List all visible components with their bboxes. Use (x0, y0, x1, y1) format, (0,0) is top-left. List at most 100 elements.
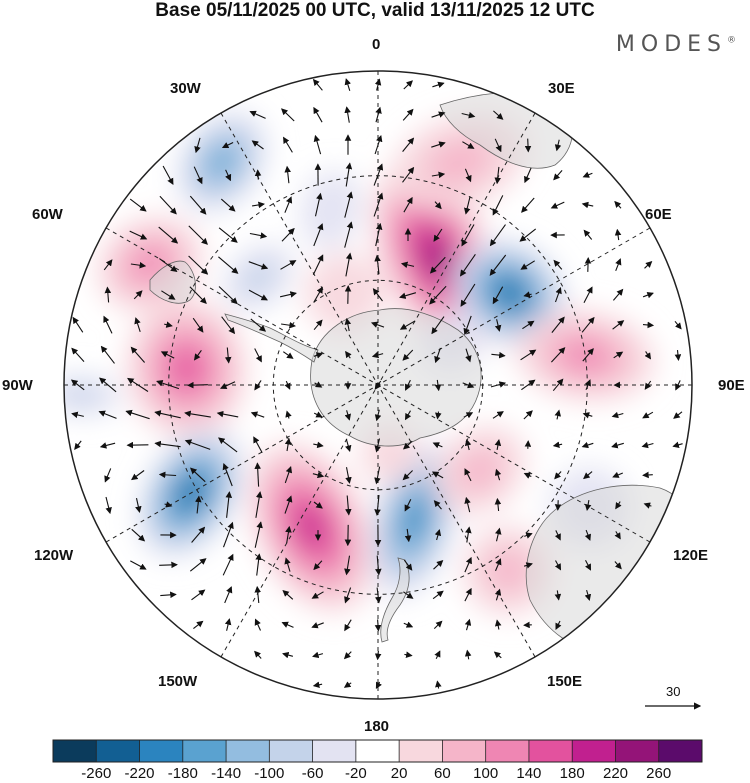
wind-vector (463, 196, 471, 215)
colorbar-tick-label: 20 (390, 765, 408, 782)
wind-vector (584, 589, 592, 601)
wind-vector (103, 259, 113, 271)
wind-vector (189, 467, 206, 483)
wind-vector (313, 134, 322, 155)
wind-vector (225, 491, 233, 518)
wind-vector (312, 681, 323, 688)
wind-vector (374, 650, 382, 661)
anomaly-center-13 (433, 425, 526, 515)
wind-vector (642, 321, 655, 329)
lon-label-120w: 120W (34, 547, 74, 564)
wind-vector (130, 261, 147, 269)
wind-vector (344, 191, 354, 218)
wind-vector (464, 438, 472, 451)
anomaly-layer (64, 111, 655, 616)
wind-vector (374, 134, 383, 155)
wind-vector (464, 556, 472, 573)
wind-vector (312, 78, 323, 91)
wind-vector (674, 320, 682, 330)
colorbar-tick-label: 220 (602, 765, 629, 782)
wind-vector (192, 317, 204, 333)
wind-vector (71, 347, 85, 362)
wind-vector (524, 138, 532, 153)
wind-vector (555, 620, 562, 630)
wind-vector (674, 350, 682, 361)
wind-vector (184, 439, 211, 450)
wind-vector (615, 501, 622, 510)
wind-vector (435, 411, 442, 420)
wind-vector (553, 259, 563, 270)
wind-vector (585, 559, 592, 571)
wind-vector (159, 195, 177, 215)
wind-vector (583, 286, 593, 303)
wind-vector (103, 315, 113, 334)
wind-vector (130, 560, 147, 570)
wind-vector (494, 439, 502, 450)
wind-vectors (70, 78, 683, 689)
lon-label-90e: 90E (718, 377, 745, 394)
wind-vector (465, 348, 472, 363)
wind-vector (285, 410, 292, 419)
wind-vector (133, 290, 143, 300)
wind-vector (523, 562, 533, 569)
colorbar-tick-label: -180 (167, 765, 198, 782)
wind-vector (464, 168, 472, 183)
wind-vector (429, 256, 446, 274)
wind-vector (552, 441, 563, 448)
lon-label-90w: 90W (2, 377, 33, 394)
wind-vector (464, 587, 472, 602)
wind-vector (344, 619, 352, 632)
wind-vector (612, 471, 624, 478)
wind-vector (402, 108, 414, 121)
colorbar-bin-9 (442, 740, 486, 762)
wind-vector (519, 228, 537, 242)
wind-vector (374, 495, 381, 516)
wind-vector (492, 195, 504, 216)
wind-vector (284, 495, 293, 514)
wind-vector (313, 352, 324, 359)
wind-vector (160, 351, 175, 359)
wind-vector (432, 81, 445, 89)
wind-vector (222, 462, 233, 487)
wind-vector (399, 292, 417, 299)
wind-vector (188, 225, 208, 245)
wind-vector (314, 381, 323, 388)
wind-vector (554, 409, 561, 420)
wind-vector (493, 110, 504, 120)
wind-vector (404, 410, 412, 421)
wind-vector (522, 320, 535, 330)
wind-vector (581, 201, 594, 209)
wind-vector (520, 260, 535, 270)
wind-vector (404, 651, 413, 658)
wind-vector (254, 169, 262, 180)
colorbar-tick-label: 140 (516, 765, 542, 782)
wind-vector (189, 286, 207, 304)
wind-vector (375, 222, 383, 247)
wind-vector (403, 621, 414, 628)
wind-vector (672, 441, 683, 448)
lon-label-30w: 30W (170, 80, 201, 97)
wind-vector (489, 254, 507, 276)
wind-vector (494, 588, 502, 601)
colorbar-frame (52, 739, 703, 763)
wind-vector (312, 254, 324, 275)
wind-vector (344, 587, 352, 604)
colorbar-bin-12 (572, 740, 616, 762)
wind-vector (373, 163, 384, 186)
wind-vector (254, 462, 261, 487)
wind-vector (225, 169, 232, 182)
colorbar-bin-0 (53, 740, 97, 762)
wind-vector (614, 228, 622, 241)
wind-vector (429, 285, 447, 305)
wind-vector (523, 410, 533, 420)
wind-vector (614, 561, 622, 570)
colorbar-tick-label: 260 (646, 765, 672, 782)
wind-vector (253, 436, 263, 454)
wind-vector (74, 440, 82, 450)
colorbar-bin-3 (182, 740, 227, 762)
wind-vector (345, 467, 352, 484)
wind-vector (371, 351, 384, 359)
south-pole-marker (375, 382, 381, 388)
wind-vector (282, 351, 294, 359)
wind-vector (99, 442, 116, 449)
